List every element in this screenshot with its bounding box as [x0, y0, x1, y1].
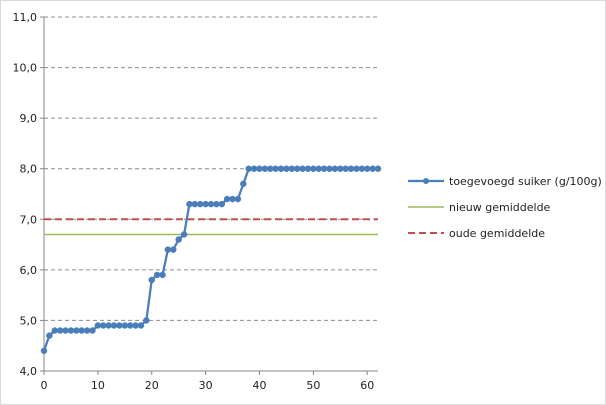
legend-label: nieuw gemiddelde [449, 201, 551, 214]
data-point [121, 322, 129, 329]
series-line-toegevoegd-suiker-g-100g [42, 167, 378, 352]
legend-label: toegevoegd suiker (g/100g) [449, 175, 602, 188]
data-point [56, 327, 64, 334]
data-point [283, 165, 290, 172]
data-point [374, 165, 382, 172]
data-point [62, 327, 69, 334]
data-point [137, 322, 145, 329]
data-point [342, 165, 349, 172]
data-point [126, 322, 134, 329]
data-point [363, 165, 371, 172]
data-point [293, 165, 301, 172]
legend-label: oude gemiddelde [449, 227, 545, 240]
data-point [207, 200, 215, 208]
data-point [218, 200, 226, 208]
data-point [180, 231, 188, 238]
data-point [234, 195, 242, 203]
x-tick-label: 0 [41, 379, 48, 392]
data-point [267, 165, 274, 172]
data-point [196, 200, 204, 208]
data-point [353, 165, 360, 172]
data-point [73, 327, 80, 334]
data-point [175, 236, 182, 243]
data-point [277, 165, 285, 172]
data-point [250, 165, 258, 172]
data-point [105, 322, 112, 329]
data-point [202, 200, 209, 208]
y-tick-label: 4,0 [20, 365, 38, 378]
data-point [143, 317, 150, 324]
data-point [256, 165, 263, 172]
data-point [229, 195, 236, 203]
y-tick-label: 10,0 [13, 62, 38, 75]
y-tick-label: 6,0 [20, 264, 38, 277]
data-point [310, 165, 317, 172]
data-point [223, 195, 231, 203]
data-point [116, 322, 123, 329]
data-point [358, 165, 366, 172]
data-point [213, 200, 220, 208]
data-point [186, 200, 193, 208]
data-point [331, 165, 339, 172]
data-point [78, 327, 85, 334]
data-point [164, 246, 172, 253]
data-point [83, 327, 91, 334]
data-point [67, 327, 75, 334]
data-point [320, 165, 328, 172]
data-point [148, 276, 155, 284]
x-tick-label: 40 [252, 379, 266, 392]
x-tick-label: 10 [91, 379, 105, 392]
data-point [94, 322, 102, 329]
data-point [272, 165, 279, 172]
data-point [304, 165, 312, 172]
data-point [110, 322, 118, 329]
data-point [240, 180, 247, 188]
data-point [191, 200, 199, 208]
y-tick-label: 9,0 [20, 112, 38, 125]
y-tick-label: 8,0 [20, 163, 38, 176]
y-tick-label: 7,0 [20, 213, 38, 226]
data-point [326, 165, 333, 172]
x-tick-label: 60 [360, 379, 374, 392]
data-point [315, 165, 322, 172]
x-tick-label: 20 [145, 379, 159, 392]
x-tick-label: 50 [306, 379, 320, 392]
data-point [51, 327, 59, 334]
data-point [347, 165, 355, 172]
data-point [369, 165, 376, 172]
x-tick-label: 30 [199, 379, 213, 392]
data-point [261, 165, 269, 172]
data-point [288, 165, 296, 172]
data-point [337, 165, 344, 172]
data-point [46, 332, 53, 339]
data-point [245, 165, 252, 172]
y-tick-label: 11,0 [13, 11, 38, 24]
data-point [40, 347, 48, 355]
legend-marker [423, 178, 429, 184]
data-point [299, 165, 306, 172]
y-tick-label: 5,0 [20, 314, 38, 327]
data-point [159, 271, 166, 279]
data-point [132, 322, 139, 329]
data-point [153, 271, 161, 279]
data-point [170, 246, 177, 253]
data-point [89, 327, 96, 334]
data-point [100, 322, 107, 329]
